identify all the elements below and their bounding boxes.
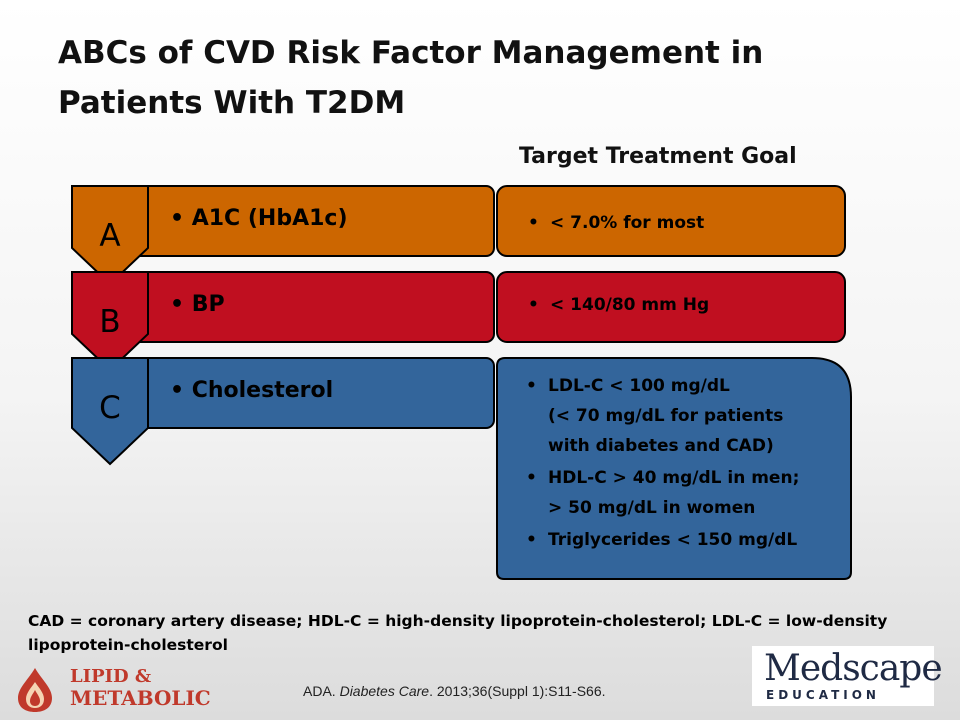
row-b-label-bar — [109, 271, 495, 343]
lipid-logo-line-2: METABOLIC — [70, 686, 211, 710]
row-c-letter: C — [99, 390, 121, 426]
target-treatment-goal-header: Target Treatment Goal — [519, 144, 797, 169]
medscape-education-logo: Medscape EDUCATION — [752, 646, 943, 706]
flame-drop-icon — [18, 668, 52, 712]
hdl-goal: • HDL-C > 40 mg/dL in men; > 50 mg/dL in… — [520, 463, 840, 523]
abbreviations-footnote: CAD = coronary artery disease; HDL-C = h… — [28, 612, 888, 654]
row-c-goal-box — [496, 357, 852, 580]
row-c-goals: • LDL-C < 100 mg/dL (< 70 mg/dL for pati… — [520, 371, 840, 555]
row-b-label: • BP — [170, 292, 225, 317]
triglycerides-line: Triglycerides < 150 mg/dL — [548, 530, 798, 550]
ldl-line-1: LDL-C < 100 mg/dL — [548, 376, 730, 396]
triglycerides-goal: • Triglycerides < 150 mg/dL — [520, 525, 840, 555]
ldl-line-2: (< 70 mg/dL for patients — [548, 406, 784, 426]
hdl-line-1: HDL-C > 40 mg/dL in men; — [548, 468, 800, 488]
citation: ADA. Diabetes Care. 2013;36(Suppl 1):S11… — [303, 683, 606, 699]
row-a-letter: A — [99, 218, 121, 254]
lipid-logo-line-1: LIPID & — [70, 666, 152, 687]
row-a-goal-item: < 7.0% for most — [522, 208, 704, 238]
row-c-label: • Cholesterol — [170, 378, 334, 403]
lipid-metabolic-logo: LIPID & METABOLIC — [12, 664, 211, 712]
row-b-letter: B — [99, 304, 121, 340]
citation-prefix: ADA. — [303, 683, 340, 699]
row-a-label: • A1C (HbA1c) — [170, 206, 348, 231]
citation-journal: Diabetes Care — [339, 683, 430, 699]
row-b-goal: < 140/80 mm Hg — [522, 290, 709, 320]
title-line-1: ABCs of CVD Risk Factor Management in — [58, 35, 764, 71]
ldl-goal: • LDL-C < 100 mg/dL (< 70 mg/dL for pati… — [520, 371, 840, 461]
row-b-goal-item: < 140/80 mm Hg — [522, 290, 709, 320]
title-line-2: Patients With T2DM — [58, 85, 406, 121]
slide-title: ABCs of CVD Risk Factor Management in Pa… — [58, 28, 918, 128]
row-c-chevron — [71, 357, 149, 466]
row-b-chevron — [71, 271, 149, 372]
citation-suffix: . 2013;36(Suppl 1):S11-S66. — [429, 683, 606, 699]
medscape-wordmark: Medscape — [764, 648, 943, 689]
medscape-education-text: EDUCATION — [766, 688, 880, 702]
row-a-chevron — [71, 185, 149, 286]
ldl-line-3: with diabetes and CAD) — [548, 436, 774, 456]
row-a-goal: < 7.0% for most — [522, 208, 704, 238]
hdl-line-2: > 50 mg/dL in women — [548, 498, 756, 518]
